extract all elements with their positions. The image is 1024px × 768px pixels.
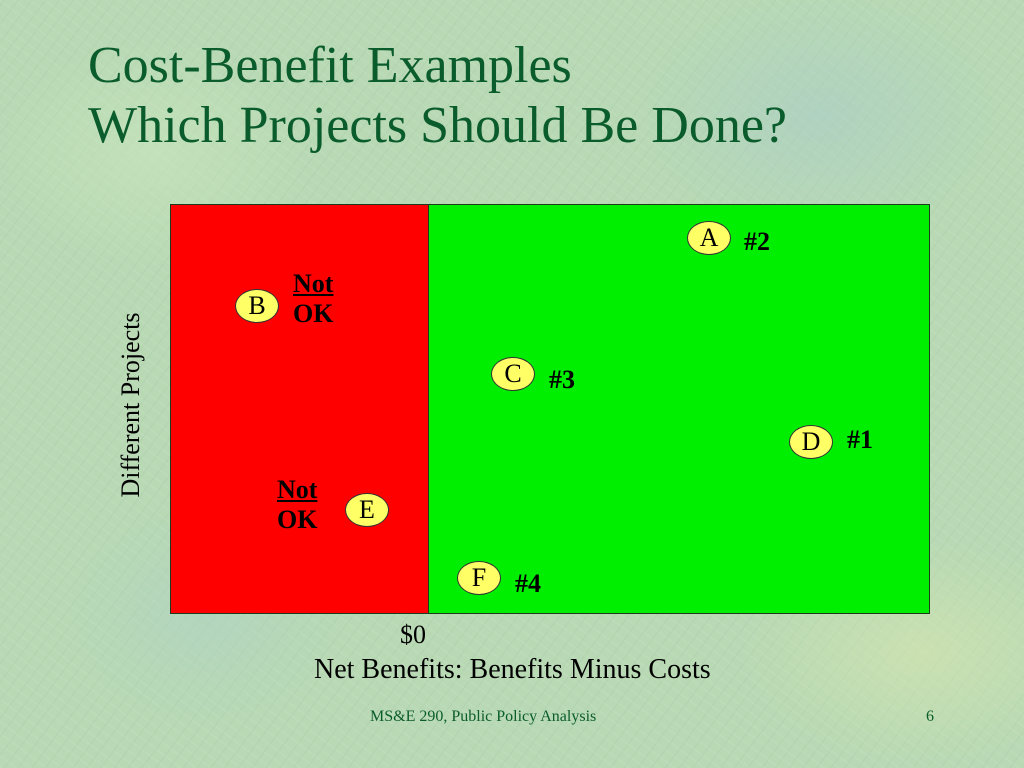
project-marker-b: B (235, 289, 279, 323)
project-rank-a: #2 (744, 227, 770, 256)
project-rank-d: #1 (847, 425, 873, 454)
project-verdict-b: Not OK (293, 269, 333, 329)
cost-benefit-plot: A #2 B Not OK C #3 D #1 Not OK E F #4 (170, 204, 930, 614)
negative-net-benefit-region (171, 205, 429, 613)
project-marker-e: E (345, 493, 389, 527)
project-rank-f: #4 (515, 569, 541, 598)
project-marker-f: F (457, 561, 501, 595)
x-axis-label: Net Benefits: Benefits Minus Costs (314, 654, 711, 685)
project-rank-c: #3 (549, 365, 575, 394)
slide-footer: MS&E 290, Public Policy Analysis (370, 708, 597, 725)
verdict-not: Not (293, 269, 334, 298)
verdict-not: Not (277, 475, 318, 504)
slide-page-number: 6 (926, 708, 934, 725)
zero-net-benefit-label: $0 (400, 620, 426, 649)
y-axis-label: Different Projects (116, 312, 145, 498)
title-line-1: Cost-Benefit Examples (88, 37, 572, 94)
project-marker-d: D (789, 425, 833, 459)
title-line-2: Which Projects Should Be Done? (88, 97, 787, 154)
verdict-ok: OK (277, 505, 318, 534)
verdict-ok: OK (293, 299, 334, 328)
project-marker-a: A (687, 221, 731, 255)
project-verdict-e: Not OK (277, 475, 317, 535)
project-marker-c: C (491, 357, 535, 391)
slide-title: Cost-Benefit Examples Which Projects Sho… (88, 36, 787, 156)
